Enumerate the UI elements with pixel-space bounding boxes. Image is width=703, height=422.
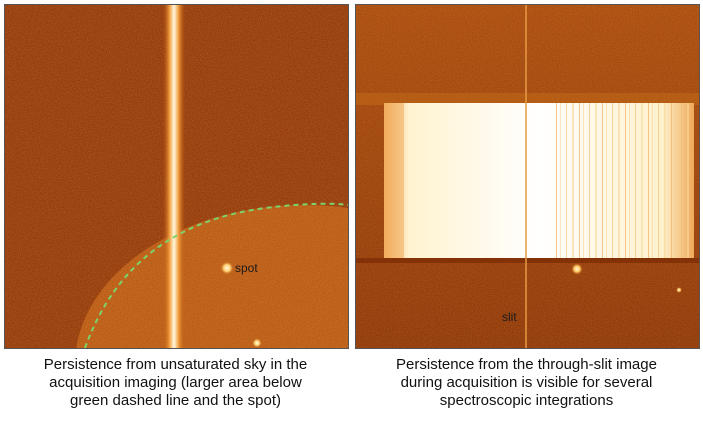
caption-right-line-2: during acquisition is visible for severa… — [400, 374, 653, 391]
band-lower-edge — [356, 258, 699, 263]
through-slit-image — [356, 5, 699, 348]
upper-edge-glow — [356, 93, 699, 105]
slit-label: slit — [502, 310, 517, 324]
caption-left: Persistence from unsaturated sky in the … — [4, 356, 347, 410]
acquisition-image — [5, 5, 348, 348]
caption-left-line-3: green dashed line and the spot) — [70, 392, 281, 409]
caption-right-line-1: Persistence from the through-slit image — [396, 356, 657, 373]
green-dashed-line — [84, 202, 348, 348]
caption-left-line-2: acquisition imaging (larger area below — [49, 374, 302, 391]
through-slit-image-panel: slit — [355, 4, 700, 349]
faint-spot-right — [676, 287, 682, 293]
slit-line — [525, 5, 527, 348]
spectral-stripes — [556, 103, 694, 258]
band-left-edge — [384, 103, 404, 258]
acquisition-image-panel: spot — [4, 4, 349, 349]
persistence-spot — [220, 261, 234, 275]
spot-label: spot — [235, 261, 258, 275]
caption-right: Persistence from the through-slit image … — [355, 356, 698, 410]
caption-left-line-1: Persistence from unsaturated sky in the — [43, 356, 308, 373]
vertical-streak — [163, 5, 185, 348]
persistence-spot-right — [571, 263, 583, 275]
caption-right-line-3: spectroscopic integrations — [439, 392, 614, 409]
faint-spot — [252, 338, 262, 348]
